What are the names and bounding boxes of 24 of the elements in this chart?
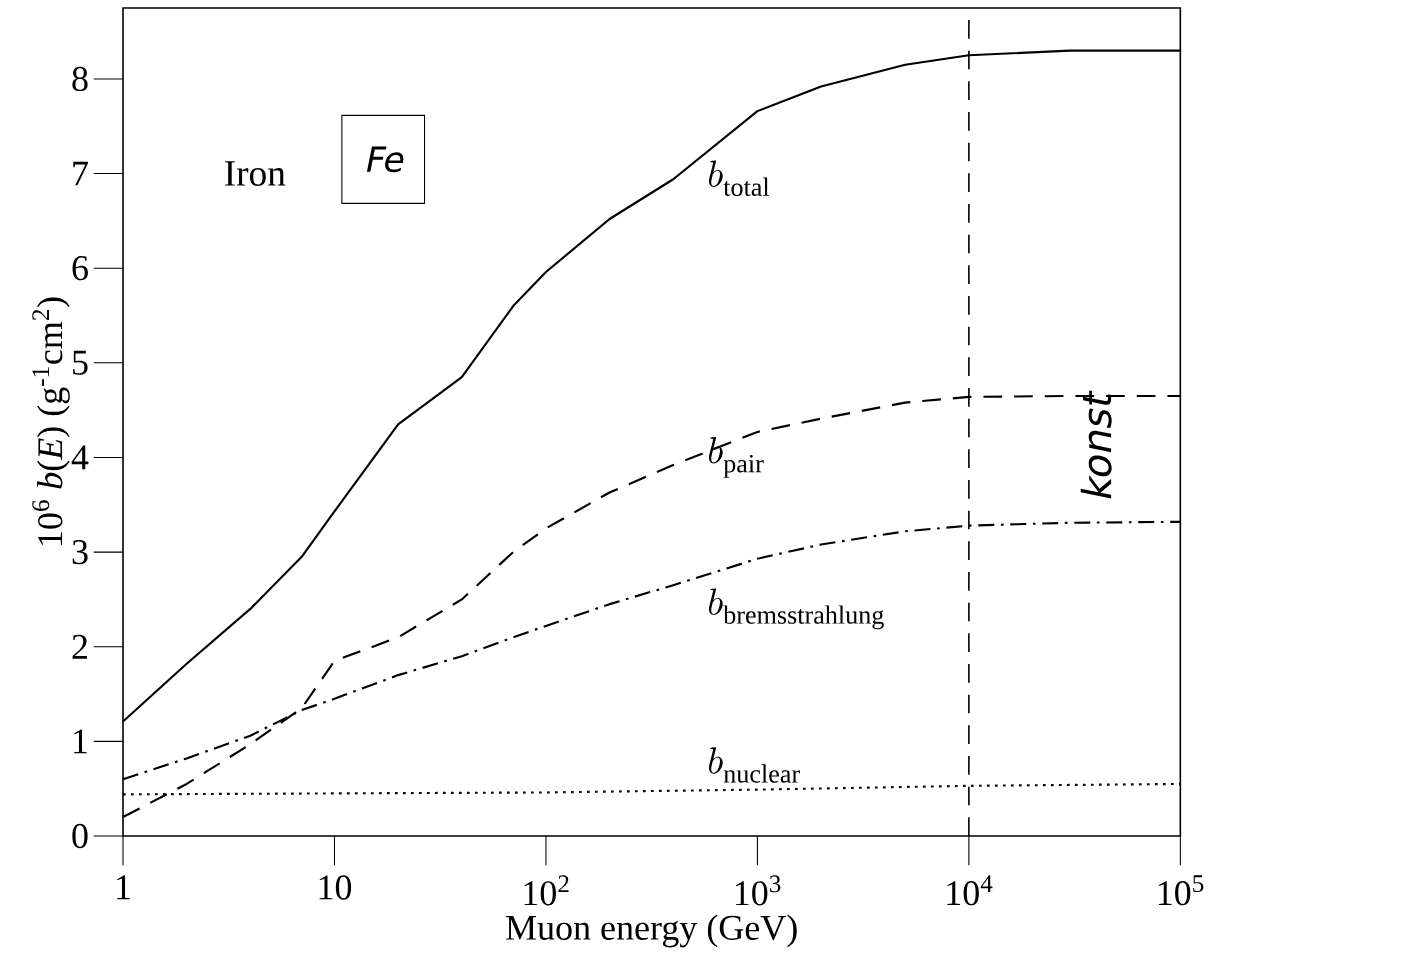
annotation: Iron <box>225 161 286 186</box>
y-tick-label: 3 <box>72 540 88 565</box>
y-tick-label: 0 <box>72 823 88 849</box>
series-label: $b_{\mathrm{bremsstrahlung}}$ <box>708 588 884 630</box>
annotation: konst <box>1080 390 1112 499</box>
x-tick-label: 10$^{3}$ <box>735 875 781 906</box>
x-tick-label: 10 <box>319 875 352 900</box>
y-tick-label: 6 <box>72 256 88 281</box>
annotation: Fe <box>366 146 404 173</box>
series-label: $b_{\mathrm{pair}}$ <box>708 437 764 478</box>
y-tick-label: 2 <box>72 634 87 659</box>
x-tick-label: 10$^{2}$ <box>524 875 569 906</box>
y-tick-label: 8 <box>72 66 88 92</box>
series-label: $b_{\mathrm{total}}$ <box>708 160 770 196</box>
x-axis-title: Muon energy (GeV) <box>506 914 797 948</box>
y-tick-label: 4 <box>71 445 89 470</box>
x-tick-label: 1 <box>117 875 130 900</box>
y-tick-label: 5 <box>73 350 88 375</box>
x-tick-label: 10$^{4}$ <box>947 875 993 906</box>
series-label: $b_{\mathrm{nuclear}}$ <box>708 747 800 783</box>
text: 10$^{6}$ b(E) (g$^{-1}$cm$^{2}$) <box>32 297 70 545</box>
y-tick-label: 1 <box>74 729 87 754</box>
y-tick-label: 7 <box>73 161 88 186</box>
x-tick-label: 10$^{5}$ <box>1158 875 1204 906</box>
